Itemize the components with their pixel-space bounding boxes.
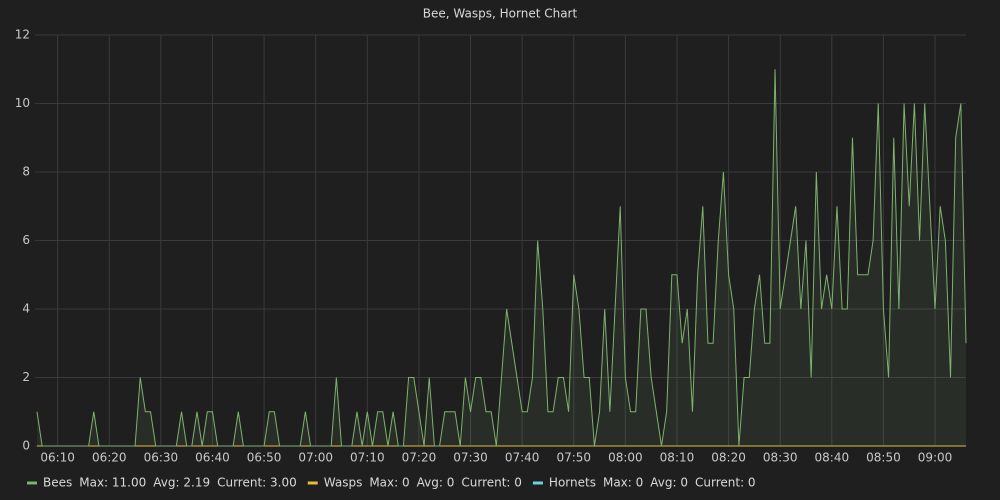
x-tick-label: 09:00 — [918, 451, 953, 465]
legend-label: Wasps — [324, 476, 363, 490]
x-tick-label: 07:20 — [402, 451, 437, 465]
x-tick-label: 07:30 — [453, 451, 488, 465]
x-tick-label: 07:50 — [556, 451, 591, 465]
legend-stat: Avg: 0 — [417, 476, 455, 490]
legend-stat: Avg: 2.19 — [153, 476, 210, 490]
legend-stat: Current: 3.00 — [217, 476, 297, 490]
legend-label: Bees — [43, 476, 72, 490]
x-tick-label: 08:20 — [711, 451, 746, 465]
x-tick-label: 08:30 — [763, 451, 798, 465]
y-tick-label: 8 — [22, 165, 30, 179]
x-tick-label: 07:00 — [298, 451, 333, 465]
legend-stat: Current: 0 — [461, 476, 522, 490]
legend-stat: Avg: 0 — [650, 476, 688, 490]
x-tick-label: 08:00 — [608, 451, 643, 465]
x-tick-label: 07:10 — [350, 451, 385, 465]
legend-stat: Current: 0 — [695, 476, 756, 490]
y-tick-label: 2 — [22, 370, 30, 384]
x-tick-label: 07:40 — [505, 451, 540, 465]
chart-title: Bee, Wasps, Hornet Chart — [423, 7, 578, 21]
x-tick-label: 06:30 — [144, 451, 179, 465]
y-tick-label: 4 — [22, 302, 30, 316]
x-tick-label: 08:50 — [866, 451, 901, 465]
legend-stat: Max: 11.00 — [79, 476, 146, 490]
x-tick-label: 08:10 — [660, 451, 695, 465]
x-tick-label: 06:20 — [92, 451, 127, 465]
legend-stat: Max: 0 — [369, 476, 409, 490]
legend-stat: Max: 0 — [603, 476, 643, 490]
y-tick-label: 10 — [15, 96, 30, 110]
y-tick-label: 0 — [22, 439, 30, 453]
x-tick-label: 06:10 — [40, 451, 75, 465]
y-tick-label: 12 — [15, 28, 30, 42]
x-tick-label: 06:40 — [195, 451, 230, 465]
series-area — [37, 69, 966, 446]
series-line — [36, 69, 967, 447]
y-tick-label: 6 — [22, 233, 30, 247]
legend-label: Hornets — [549, 476, 596, 490]
x-tick-label: 08:40 — [815, 451, 850, 465]
x-tick-label: 06:50 — [247, 451, 282, 465]
